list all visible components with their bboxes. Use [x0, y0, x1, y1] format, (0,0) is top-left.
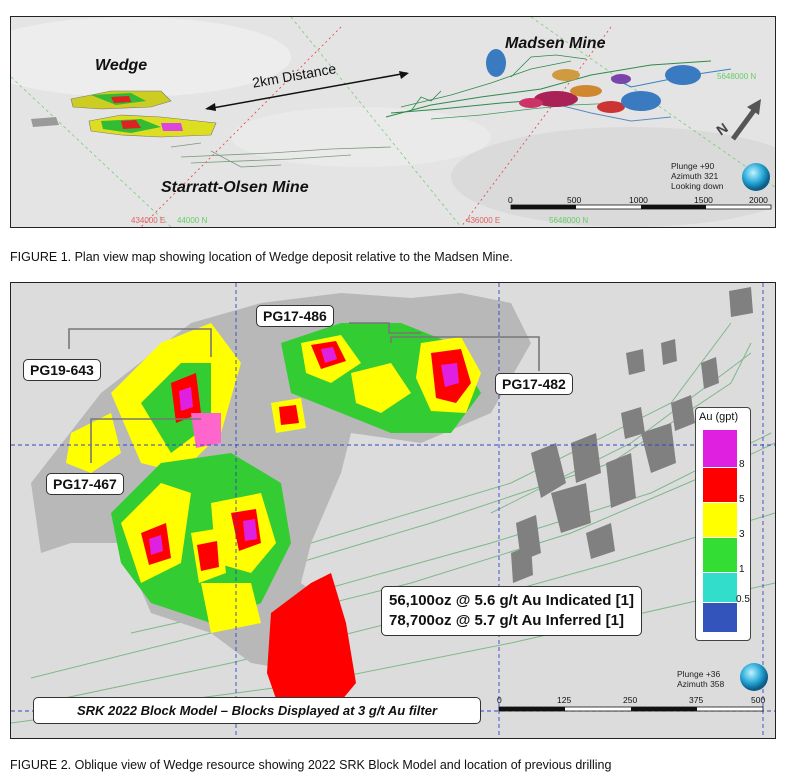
- drill-hole-label: PG17-486: [256, 305, 334, 327]
- wedge-deposit: [31, 90, 217, 138]
- scale-tick-label: 500: [751, 695, 766, 705]
- grid-label: 44000 N: [177, 216, 207, 225]
- plunge-text: Plunge +36: [677, 669, 721, 679]
- scale-tick-label: 0: [497, 695, 502, 705]
- scale-tick-label: 0: [508, 195, 513, 205]
- legend-title: Au (gpt): [699, 411, 739, 423]
- scale-tick-label: 2000: [749, 195, 768, 205]
- mined-stopes: [511, 287, 753, 583]
- indicated-resource: 56,100oz @ 5.6 g/t Au Indicated [1]: [389, 592, 634, 609]
- starratt-workings: [170, 142, 392, 168]
- legend-tick: 0.5: [736, 594, 750, 605]
- legend-swatch: [703, 603, 737, 633]
- madsen-label: Madsen Mine: [505, 35, 606, 52]
- distance-arrowhead-left: [205, 103, 216, 111]
- scale-tick-label: 375: [689, 695, 704, 705]
- view-globe-icon: [740, 663, 768, 691]
- scale-bar-2: [498, 706, 764, 712]
- callout-leaders: [68, 322, 540, 463]
- block-model: [66, 323, 481, 713]
- legend-swatch: [703, 573, 737, 603]
- north-arrow-icon: [730, 99, 761, 141]
- grid-line: [530, 17, 775, 188]
- scale-labels-2: 0 125 250 375 500: [11, 695, 775, 707]
- scale-bar: [510, 204, 772, 210]
- grid-line: [460, 26, 612, 227]
- legend-swatch: [703, 430, 737, 468]
- oblique-view-canvas: [11, 283, 775, 738]
- scale-tick-label: 1500: [694, 195, 713, 205]
- drill-hole-label: PG17-482: [495, 373, 573, 395]
- grid-line: [140, 26, 342, 227]
- resource-summary: 56,100oz @ 5.6 g/t Au Indicated [1] 78,7…: [381, 586, 642, 636]
- grid-line: [11, 76, 172, 227]
- legend-color-stack: [703, 430, 737, 633]
- plan-view-canvas: 434000 E 44000 N 436000 E 5648000 N 5648…: [11, 17, 775, 227]
- grid-label: 5648000 N: [717, 72, 756, 81]
- drill-hole-label: PG17-467: [46, 473, 124, 495]
- legend-tick: 3: [739, 529, 745, 540]
- plan-view-map: 434000 E 44000 N 436000 E 5648000 N 5648…: [10, 16, 776, 228]
- azimuth-text: Azimuth 321: [671, 171, 719, 181]
- figure2-caption: FIGURE 2. Oblique view of Wedge resource…: [10, 758, 612, 772]
- grid-label: 436000 E: [466, 216, 500, 225]
- view-orientation: Plunge +90 Azimuth 321 Looking down: [671, 161, 723, 191]
- scale-tick-label: 250: [623, 695, 638, 705]
- view-globe-icon: [742, 163, 770, 191]
- azimuth-text: Azimuth 358: [677, 679, 725, 689]
- figure1-caption: FIGURE 1. Plan view map showing location…: [10, 250, 513, 264]
- legend-swatch: [703, 468, 737, 503]
- legend-tick: 8: [739, 459, 745, 470]
- wedge-label: Wedge: [95, 57, 148, 74]
- distance-arrowhead-right: [399, 71, 409, 79]
- drill-hole-label: PG19-643: [23, 359, 101, 381]
- view-orientation-2: Plunge +36 Azimuth 358: [677, 669, 724, 689]
- grid-label: 434000 E: [131, 216, 165, 225]
- legend-swatch: [703, 538, 737, 573]
- legend-swatch: [703, 503, 737, 538]
- legend-tick: 5: [739, 494, 745, 505]
- legend-tick: 1: [739, 564, 745, 575]
- plunge-text: Plunge +90: [671, 161, 715, 171]
- scale-labels: 0 500 1000 1500 2000: [11, 195, 775, 207]
- madsen-orebodies: [486, 49, 701, 113]
- starratt-label: Starratt-Olsen Mine: [161, 179, 309, 196]
- grid-label: 5648000 N: [549, 216, 588, 225]
- scale-tick-label: 1000: [629, 195, 648, 205]
- inferred-resource: 78,700oz @ 5.7 g/t Au Inferred [1]: [389, 612, 624, 629]
- block-model-note: SRK 2022 Block Model – Blocks Displayed …: [33, 697, 481, 724]
- scale-tick-label: 125: [557, 695, 572, 705]
- distance-arrow: [206, 72, 408, 110]
- scale-tick-label: 500: [567, 195, 582, 205]
- looking-text: Looking down: [671, 181, 724, 191]
- oblique-view-model: Au (gpt) 8 5 3 1 0.5 PG17-486 PG19-643 P…: [10, 282, 776, 739]
